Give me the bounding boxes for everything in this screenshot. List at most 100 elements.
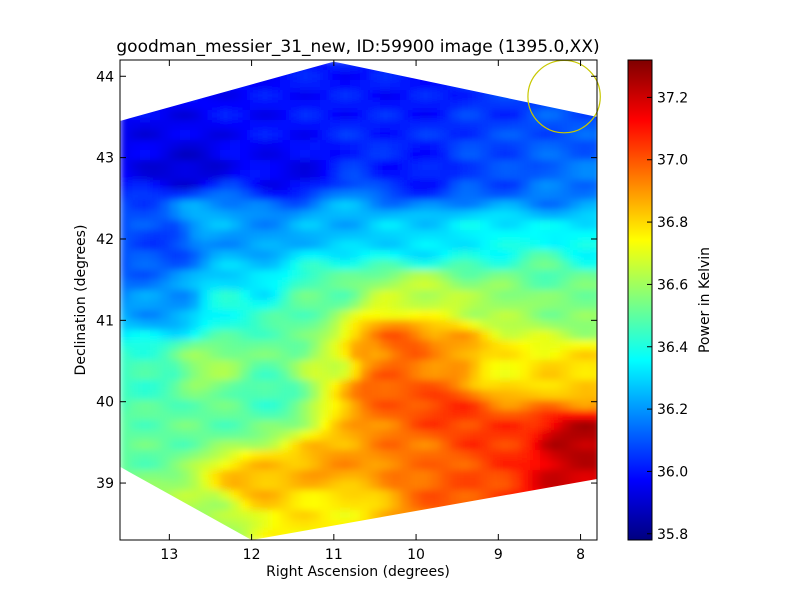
heatmap-cell (550, 530, 561, 540)
heatmap-cell (150, 330, 161, 341)
heatmap-cell (240, 130, 251, 141)
heatmap-cell (490, 210, 501, 221)
heatmap-cell (170, 250, 181, 261)
heatmap-cell (310, 270, 321, 281)
heatmap-cell (210, 160, 221, 171)
heatmap-cell (490, 260, 501, 271)
heatmap-cell (560, 250, 571, 261)
heatmap-cell (320, 140, 331, 151)
heatmap-cell (580, 190, 591, 201)
heatmap-cell (260, 360, 271, 371)
heatmap-cell (480, 220, 491, 231)
heatmap-cell (400, 490, 411, 501)
heatmap-cell (570, 80, 581, 91)
heatmap-cell (490, 80, 501, 91)
heatmap-cell (230, 220, 241, 231)
heatmap-cell (120, 370, 131, 381)
heatmap-cell (310, 470, 321, 481)
heatmap-cell (140, 390, 151, 401)
heatmap-cell (530, 270, 541, 281)
heatmap-cell (270, 430, 281, 441)
heatmap-cell (170, 190, 181, 201)
heatmap-cell (500, 310, 511, 321)
heatmap-cell (340, 260, 351, 271)
heatmap-cell (190, 400, 201, 411)
heatmap-cell (490, 180, 501, 191)
heatmap-cell (420, 120, 431, 131)
heatmap-cell (370, 180, 381, 191)
heatmap-cell (160, 340, 171, 351)
heatmap-cell (460, 470, 471, 481)
heatmap-cell (360, 490, 371, 501)
heatmap-cell (340, 500, 351, 511)
heatmap-cell (450, 180, 461, 191)
heatmap-cell (370, 430, 381, 441)
heatmap-cell (340, 290, 351, 301)
heatmap-cell (470, 350, 481, 361)
heatmap-cell (390, 350, 401, 361)
heatmap-cell (590, 470, 597, 481)
heatmap-cell (580, 140, 591, 151)
heatmap-cell (280, 280, 291, 291)
heatmap-cell (430, 480, 441, 491)
heatmap-cell (340, 520, 351, 531)
heatmap-cell (160, 360, 171, 371)
heatmap-cell (390, 220, 401, 231)
heatmap-cell (250, 530, 261, 540)
heatmap-cell (590, 200, 597, 211)
heatmap-cell (570, 130, 581, 141)
heatmap-cell (180, 110, 191, 121)
heatmap-cell (270, 180, 281, 191)
heatmap-cell (200, 180, 211, 191)
heatmap-cell (130, 420, 141, 431)
heatmap-cell (400, 480, 411, 491)
heatmap-cell (470, 320, 481, 331)
heatmap-cell (470, 510, 481, 521)
heatmap-cell (130, 360, 141, 371)
heatmap-cell (410, 500, 421, 511)
heatmap-cell (310, 490, 321, 501)
heatmap-cell (500, 520, 511, 531)
heatmap-cell (480, 370, 491, 381)
heatmap-cell (460, 400, 471, 411)
heatmap-cell (220, 450, 231, 461)
heatmap-cell (430, 390, 441, 401)
heatmap-cell (360, 460, 371, 471)
heatmap-cell (470, 380, 481, 391)
heatmap-cell (420, 230, 431, 241)
heatmap-cell (280, 330, 291, 341)
heatmap-cell (540, 150, 551, 161)
heatmap-cell (330, 90, 341, 101)
heatmap-cell (150, 530, 161, 540)
heatmap-cell (460, 480, 471, 491)
heatmap-cell (540, 390, 551, 401)
heatmap-cell (240, 400, 251, 411)
heatmap-cell (550, 140, 561, 151)
heatmap-cell (570, 370, 581, 381)
heatmap-cell (170, 510, 181, 521)
heatmap-cell (340, 220, 351, 231)
heatmap-cell (470, 100, 481, 111)
heatmap-cell (350, 350, 361, 361)
heatmap-cell (540, 80, 551, 91)
heatmap-cell (250, 100, 261, 111)
heatmap-cell (310, 500, 321, 511)
heatmap-cell (590, 220, 597, 231)
heatmap-cell (280, 510, 291, 521)
heatmap-cell (260, 270, 271, 281)
heatmap-cell (320, 260, 331, 271)
heatmap-cell (230, 380, 241, 391)
heatmap-cell (200, 210, 211, 221)
heatmap-cell (150, 400, 161, 411)
heatmap-cell (270, 380, 281, 391)
heatmap-cell (420, 520, 431, 531)
heatmap-cell (250, 450, 261, 461)
heatmap-cell (200, 170, 211, 181)
heatmap-cell (430, 200, 441, 211)
heatmap-cell (220, 440, 231, 451)
heatmap-cell (370, 130, 381, 141)
heatmap-cell (530, 170, 541, 181)
heatmap-cell (520, 230, 531, 241)
heatmap-cell (360, 390, 371, 401)
heatmap-cell (290, 90, 301, 101)
